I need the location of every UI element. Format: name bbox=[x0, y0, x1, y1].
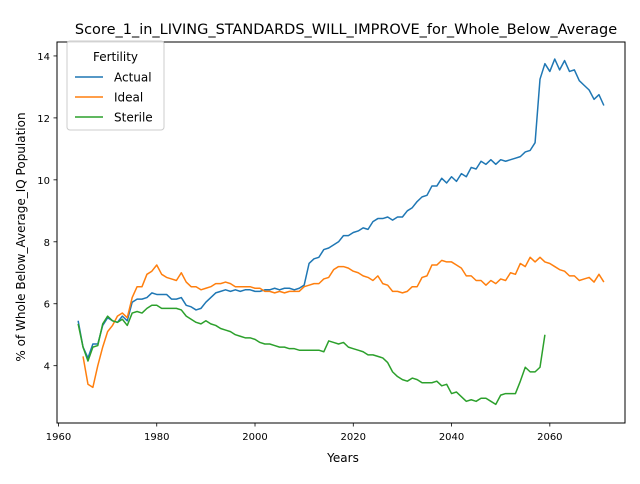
y-tick-label: 4 bbox=[44, 362, 50, 373]
legend-label-ideal: Ideal bbox=[114, 91, 143, 105]
y-tick-label: 10 bbox=[37, 176, 50, 187]
legend-title: Fertility bbox=[93, 50, 138, 64]
series-line-actual bbox=[77, 58, 605, 359]
chart-title: Score_1_in_LIVING_STANDARDS_WILL_IMPROVE… bbox=[75, 22, 617, 38]
legend-label-sterile: Sterile bbox=[114, 111, 153, 125]
y-tick-label: 14 bbox=[37, 52, 50, 63]
legend: Fertility Actual Ideal Sterile bbox=[66, 40, 165, 131]
x-tick-label: 2000 bbox=[242, 432, 267, 443]
y-tick-label: 6 bbox=[44, 300, 50, 311]
x-tick-label: 1980 bbox=[144, 432, 169, 443]
y-tick-label: 12 bbox=[37, 114, 50, 125]
x-axis: 1960 1980 2000 2020 2040 2060 bbox=[46, 423, 563, 443]
series-line-ideal bbox=[82, 256, 605, 389]
series-line-sterile bbox=[77, 304, 546, 406]
x-tick-label: 2040 bbox=[439, 432, 464, 443]
legend-items: Actual Ideal Sterile bbox=[75, 71, 153, 125]
legend-box bbox=[66, 40, 165, 131]
y-axis-label: % of Whole Below_Average_IQ Population bbox=[14, 112, 28, 361]
y-tick-label: 8 bbox=[44, 238, 50, 249]
plot-lines bbox=[77, 58, 605, 406]
legend-label-actual: Actual bbox=[114, 71, 152, 85]
x-tick-label: 2020 bbox=[341, 432, 366, 443]
plot-frame bbox=[56, 41, 626, 424]
x-tick-label: 2060 bbox=[537, 432, 562, 443]
x-axis-label: Years bbox=[326, 451, 359, 465]
y-axis: 4 6 8 10 12 14 bbox=[37, 52, 57, 373]
x-tick-label: 1960 bbox=[46, 432, 71, 443]
